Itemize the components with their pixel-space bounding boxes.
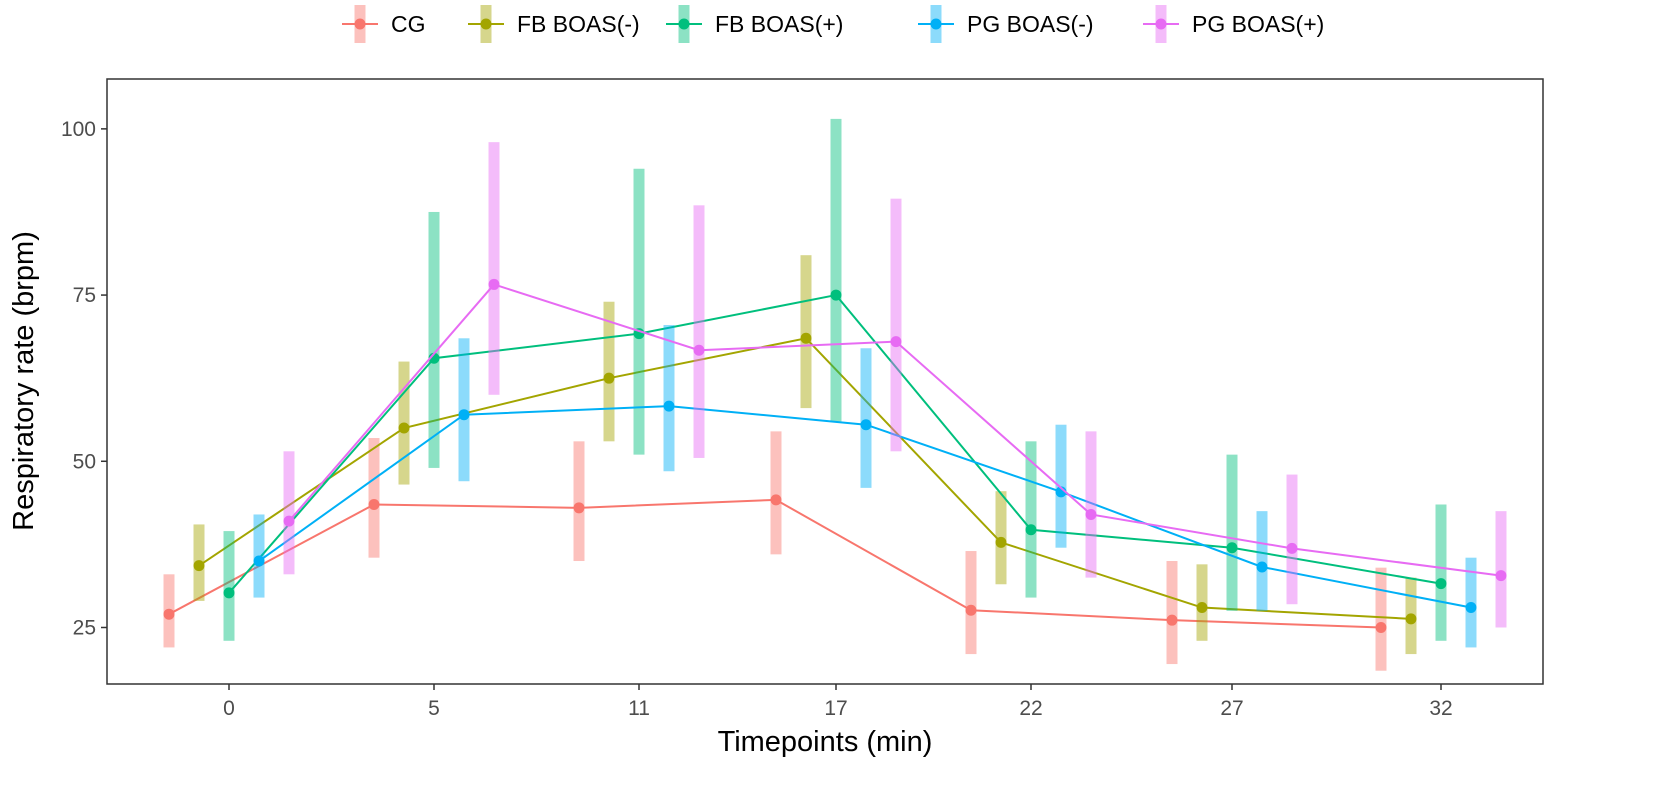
mean-point (193, 560, 205, 572)
error-bar (603, 301, 615, 442)
legend-key-point (1155, 18, 1167, 30)
series-pg-boas (253, 324, 1477, 648)
mean-point (830, 289, 842, 301)
mean-point (995, 536, 1007, 548)
legend-label: CG (391, 11, 426, 37)
legend-key-point (930, 18, 942, 30)
mean-point (800, 332, 812, 344)
mean-point (1465, 602, 1477, 614)
x-tick-label: 11 (628, 697, 650, 720)
y-tick-label: 25 (73, 616, 96, 639)
legend-key-point (354, 18, 366, 30)
mean-point (1226, 542, 1238, 554)
error-bar (830, 118, 842, 422)
mean-point (965, 604, 977, 616)
series-fb-boas (223, 118, 1447, 641)
series-cg (163, 431, 1387, 671)
x-tick-label: 0 (223, 697, 235, 720)
series-pg-boas (283, 142, 1507, 628)
mean-point (223, 587, 235, 599)
error-bar (1085, 431, 1097, 578)
mean-point (860, 419, 872, 431)
x-tick-label: 32 (1429, 697, 1452, 720)
legend-label: PG BOAS(+) (1192, 11, 1324, 37)
mean-point (663, 400, 675, 412)
error-bar (1375, 567, 1387, 671)
error-bar (800, 255, 812, 409)
mean-point (1286, 542, 1298, 554)
legend: CG FB BOAS(-) FB BOAS(+) PG BOAS(-) PG BOAS(… (342, 5, 1324, 43)
mean-point (488, 278, 500, 290)
mean-point (770, 494, 782, 506)
series-fb-boas (193, 255, 1417, 655)
error-bar (428, 211, 440, 468)
legend-item-fb-boas: FB BOAS(+) (666, 5, 843, 43)
legend-item-cg: CG (342, 5, 426, 43)
legend-item-pg-boas: PG BOAS(+) (1143, 5, 1324, 43)
error-bar (860, 348, 872, 488)
y-tick-label: 75 (73, 284, 96, 307)
mean-point (1085, 508, 1097, 520)
error-bar (368, 438, 380, 558)
legend-label: FB BOAS(-) (517, 11, 640, 37)
mean-point (398, 422, 410, 434)
error-bar (223, 531, 235, 641)
error-bar (633, 168, 645, 455)
error-bar (1025, 441, 1037, 598)
x-tick-label: 17 (824, 697, 847, 720)
legend-label: FB BOAS(+) (715, 11, 843, 37)
x-tick-label: 22 (1019, 697, 1042, 720)
y-tick-label: 100 (61, 118, 96, 141)
y-tick-label: 50 (73, 450, 96, 473)
x-axis-title: Timepoints (min) (718, 726, 933, 758)
mean-point (253, 555, 265, 567)
y-axis-title: Respiratory rate (brpm) (8, 231, 40, 531)
mean-point (368, 498, 380, 510)
error-bar (1226, 454, 1238, 611)
mean-point (1495, 570, 1507, 582)
error-bar (965, 551, 977, 655)
error-bar (1286, 474, 1298, 605)
mean-point (458, 409, 470, 421)
error-bar (1495, 511, 1507, 628)
mean-point (1375, 621, 1387, 633)
error-bar (1166, 561, 1178, 665)
error-bar (890, 198, 902, 452)
mean-point (1435, 578, 1447, 590)
mean-point (283, 515, 295, 527)
mean-point (163, 608, 175, 620)
legend-key-point (678, 18, 690, 30)
legend-label: PG BOAS(-) (967, 11, 1094, 37)
legend-item-pg-boas: PG BOAS(-) (918, 5, 1094, 43)
mean-point (693, 344, 705, 356)
error-bar (1435, 504, 1447, 641)
mean-point (1196, 602, 1208, 614)
y-axis: 25 50 75 100 (61, 118, 107, 639)
error-bar (1055, 424, 1067, 548)
error-bar (488, 142, 500, 395)
mean-point (1025, 524, 1037, 536)
legend-key-point (480, 18, 492, 30)
x-tick-label: 5 (428, 697, 440, 720)
mean-point (1256, 561, 1268, 573)
legend-item-fb-boas: FB BOAS(-) (468, 5, 640, 43)
mean-point (573, 502, 585, 514)
series-layer (163, 118, 1507, 671)
mean-point (1405, 613, 1417, 625)
x-axis: 0 5 11 17 22 27 32 (223, 684, 1453, 720)
mean-point (890, 336, 902, 348)
error-bar (573, 441, 585, 562)
error-bar (693, 205, 705, 458)
mean-point (1166, 614, 1178, 626)
error-bar (770, 431, 782, 555)
mean-point (603, 372, 615, 384)
error-bar (663, 324, 675, 472)
error-bar (1256, 511, 1268, 611)
x-tick-label: 27 (1220, 697, 1243, 720)
error-bar (283, 451, 295, 575)
plot-panel (106, 78, 1544, 685)
